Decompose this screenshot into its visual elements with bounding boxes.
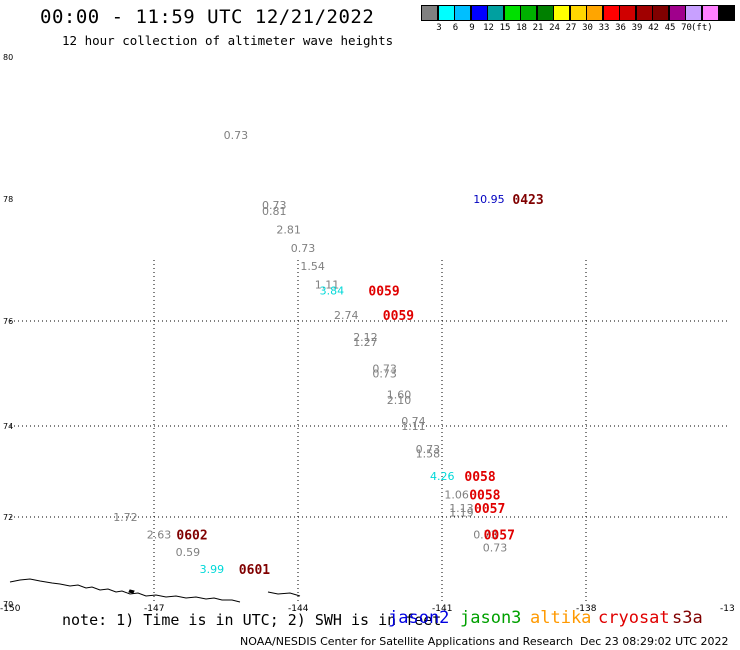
colorbar-label: 30 xyxy=(582,23,593,33)
wave-height-label: 0.73 xyxy=(224,129,249,142)
colorbar-label: 18 xyxy=(516,23,527,33)
pass-time-label: 0058 xyxy=(469,488,500,503)
colorbar-unit: (ft) xyxy=(691,23,713,33)
footnote: note: 1) Time is in UTC; 2) SWH is in fe… xyxy=(62,611,442,629)
wave-height-label: 1.72 xyxy=(113,511,138,524)
wave-height-label: 2.12 xyxy=(353,331,378,344)
generated-timestamp: Dec 23 08:29:02 UTC 2022 xyxy=(580,635,729,648)
wave-height-label: 0.74 xyxy=(401,415,426,428)
wave-height-label: 0.73 xyxy=(416,443,441,456)
x-tick-label: -144 xyxy=(288,604,309,614)
wave-height-label: 0.73 xyxy=(372,368,397,381)
wave-height-label: 10.95 xyxy=(473,193,505,206)
x-tick-label: -150 xyxy=(0,604,21,614)
wave-height-label: 1.11 xyxy=(315,278,340,291)
colorbar-label: 15 xyxy=(499,23,511,33)
colorbar-label: 36 xyxy=(615,23,626,33)
wave-height-label: 0.73 xyxy=(473,528,498,541)
x-tick-label: -138 xyxy=(576,604,597,614)
colorbar-label: 3 xyxy=(436,23,442,33)
wave-height-label: 2.63 xyxy=(147,528,172,541)
wave-height-label: 4.26 xyxy=(430,470,455,483)
wave-height-label: 0.73 xyxy=(262,199,287,212)
satellite-s3a: s3a xyxy=(672,608,703,628)
satellite-cryosat: cryosat xyxy=(598,608,670,628)
chart-subtitle: 12 hour collection of altimeter wave hei… xyxy=(62,33,394,48)
wave-height-label: 1.11 xyxy=(401,420,426,433)
pass-time-label: 0059 xyxy=(383,309,414,324)
satellite-jason2: jason2 xyxy=(388,608,450,628)
pass-time-label: 0057 xyxy=(474,502,505,517)
wave-height-label: 3.84 xyxy=(320,285,345,298)
y-tick-label: 80 xyxy=(3,53,13,62)
pass-time-label: 0601 xyxy=(239,563,270,578)
wave-height-label: 2.10 xyxy=(387,394,412,407)
wave-height-label: 0.73 xyxy=(291,242,316,255)
wave-height-label: 3.99 xyxy=(200,563,225,576)
colorbar-label: 12 xyxy=(483,23,494,33)
wave-height-label: 2.74 xyxy=(334,309,359,322)
credit-line: NOAA/NESDIS Center for Satellite Applica… xyxy=(240,635,574,648)
wave-height-label: 2.81 xyxy=(276,224,301,237)
satellite-altika: altika xyxy=(530,608,592,628)
wave-height-label: 1.60 xyxy=(387,389,412,402)
chart-title: 00:00 - 11:59 UTC 12/21/2022 xyxy=(40,6,375,28)
wave-height-label: 1.27 xyxy=(353,336,378,349)
wave-height-label: 1.58 xyxy=(416,447,441,460)
x-tick-label: -13 xyxy=(720,604,735,614)
x-tick-label: -147 xyxy=(144,604,164,614)
wave-height-label: 1.54 xyxy=(300,260,325,273)
colorbar-label: 6 xyxy=(452,23,459,33)
wave-height-label: 1.06 xyxy=(444,488,469,501)
colorbar-label: 33 xyxy=(598,23,610,33)
wave-height-label: 0.73 xyxy=(372,362,397,375)
island xyxy=(128,589,135,594)
colorbar-label: 9 xyxy=(469,23,475,33)
wave-height-label: 0.73 xyxy=(483,541,508,554)
wave-height-label: 1.13 xyxy=(449,502,474,515)
y-tick-label: 78 xyxy=(3,195,13,204)
colorbar-label: 42 xyxy=(648,23,659,33)
colorbar-label: 21 xyxy=(532,23,544,33)
coastline xyxy=(9,578,241,603)
wave-height-label: 0.81 xyxy=(262,205,287,218)
x-tick-label: -141 xyxy=(432,604,452,614)
colorbar-swatch xyxy=(718,5,735,21)
pass-time-label: 0602 xyxy=(176,528,207,543)
colorbar-label: 27 xyxy=(565,23,577,33)
pass-time-label: 0423 xyxy=(512,193,543,208)
wave-height-label: 0.59 xyxy=(176,546,201,559)
y-tick-label: 70 xyxy=(3,600,13,609)
y-tick-label: 74 xyxy=(3,422,13,431)
colorbar-label: 24 xyxy=(549,23,560,33)
colorbar-label: 70 xyxy=(681,23,692,33)
coastline xyxy=(267,591,301,597)
pass-time-label: 0058 xyxy=(464,470,495,485)
pass-time-label: 0059 xyxy=(368,285,399,300)
pass-time-label: 0057 xyxy=(484,528,515,543)
y-tick-label: 76 xyxy=(3,317,13,326)
wave-height-label: 1.19 xyxy=(449,506,474,519)
colorbar-label: 39 xyxy=(631,23,643,33)
y-tick-label: 72 xyxy=(3,513,13,522)
colorbar-label: 45 xyxy=(664,23,676,33)
satellite-jason3: jason3 xyxy=(460,608,522,628)
